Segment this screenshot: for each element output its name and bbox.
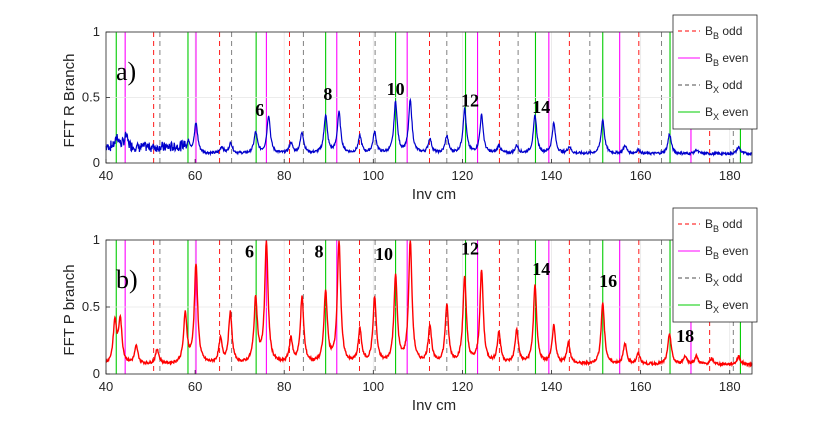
legend-entry-label: BB odd: [705, 24, 742, 41]
peak-annotation: 6: [255, 100, 264, 120]
x-tick-label: 140: [541, 379, 563, 394]
x-tick-label: 120: [452, 168, 474, 183]
legend-symbol: B: [705, 51, 713, 65]
x-tick-label: 100: [362, 168, 384, 183]
legend-suffix: even: [719, 51, 748, 65]
panel-b-x-axis-label: Inv cm: [412, 397, 456, 414]
legend-entry-label: BB odd: [705, 217, 742, 234]
legend-symbol: B: [705, 298, 713, 312]
peak-annotation: 14: [532, 259, 550, 279]
x-tick-label: 80: [277, 379, 291, 394]
y-tick-label: 1: [93, 24, 100, 39]
panel-a-spectrum-line: [105, 97, 753, 157]
legend-box: [672, 14, 758, 130]
peak-annotation: 12: [461, 91, 479, 111]
legend-symbol: B: [705, 105, 713, 119]
x-tick-label: 180: [719, 168, 741, 183]
panel-a-label: a): [116, 57, 136, 86]
legend-subscript: X: [713, 85, 719, 95]
panel-b-label: b): [116, 265, 138, 294]
x-tick-label: 100: [362, 379, 384, 394]
legend-symbol: B: [705, 217, 713, 231]
legend-symbol: B: [705, 24, 713, 38]
legend-suffix: odd: [719, 217, 742, 231]
peak-annotation: 12: [461, 239, 479, 259]
legend-entry-label: BX odd: [705, 271, 742, 288]
x-tick-label: 120: [452, 379, 474, 394]
legend-symbol: B: [705, 244, 713, 258]
peak-annotation: 8: [323, 84, 332, 104]
legend-entry-label: BB even: [705, 244, 748, 261]
legend-subscript: B: [713, 224, 719, 234]
x-tick-label: 60: [188, 168, 202, 183]
x-tick-label: 40: [99, 168, 113, 183]
panel-a-y-ticks: 00.51: [82, 24, 110, 170]
legend-suffix: odd: [719, 78, 742, 92]
legend-box: [672, 207, 758, 323]
x-tick-label: 60: [188, 379, 202, 394]
panel-b-peak-annotations: 6 8 10 12 14 16 18: [245, 239, 694, 346]
x-tick-label: 180: [719, 379, 741, 394]
panel-b-spectrum-line: [105, 240, 753, 369]
legend-suffix: odd: [719, 271, 742, 285]
y-tick-label: 1: [93, 232, 100, 247]
legend-entry-label: BX odd: [705, 78, 742, 95]
legend-suffix: odd: [719, 24, 742, 38]
peak-annotation: 6: [245, 241, 254, 261]
legend-subscript: X: [713, 112, 719, 122]
legend-entry-label: BB even: [705, 51, 748, 68]
legend-subscript: B: [713, 251, 719, 261]
legend-entry-label: BX even: [705, 105, 748, 122]
panel-b-y-ticks: 00.51: [82, 232, 110, 381]
legend-entry-label: BX even: [705, 298, 748, 315]
peak-annotation: 10: [375, 244, 393, 264]
panel-b: 40 60 80 100 120 140 160 180 00.51 Inv cm FFT P…: [61, 207, 758, 414]
x-tick-label: 40: [99, 379, 113, 394]
panel-a-y-axis-label: FFT R Branch: [61, 54, 78, 148]
legend-suffix: even: [719, 298, 748, 312]
legend-suffix: even: [719, 105, 748, 119]
panel-a-x-ticks: 40 60 80 100 120 140 160 180: [99, 159, 741, 183]
legend-subscript: X: [713, 305, 719, 315]
legend-subscript: B: [713, 58, 719, 68]
y-tick-label: 0: [93, 155, 100, 170]
legend-subscript: B: [713, 31, 719, 41]
y-tick-label: 0: [93, 366, 100, 381]
x-tick-label: 140: [541, 168, 563, 183]
y-tick-label: 0.5: [82, 90, 100, 105]
legend-symbol: B: [705, 271, 713, 285]
peak-annotation: 14: [532, 97, 550, 117]
x-tick-label: 160: [630, 168, 652, 183]
peak-annotation: 18: [676, 326, 694, 346]
x-tick-label: 80: [277, 168, 291, 183]
legend-suffix: even: [719, 244, 748, 258]
panel-b-x-ticks: 40 60 80 100 120 140 160 180: [99, 370, 741, 394]
panel-a-x-axis-label: Inv cm: [412, 186, 456, 203]
panel-a: 40 60 80 100 120 140 160 180 00.51 Inv cm FFT R…: [61, 14, 758, 203]
peak-annotation: 8: [314, 241, 323, 261]
legend-symbol: B: [705, 78, 713, 92]
panel-b-y-axis-label: FFT P branch: [61, 264, 78, 355]
peak-annotation: 16: [599, 271, 617, 291]
panel-a-peak-annotations: 6 8 10 12 14: [255, 79, 550, 120]
peak-annotation: 10: [387, 79, 405, 99]
legend-subscript: X: [713, 278, 719, 288]
y-tick-label: 0.5: [82, 299, 100, 314]
x-tick-label: 160: [630, 379, 652, 394]
